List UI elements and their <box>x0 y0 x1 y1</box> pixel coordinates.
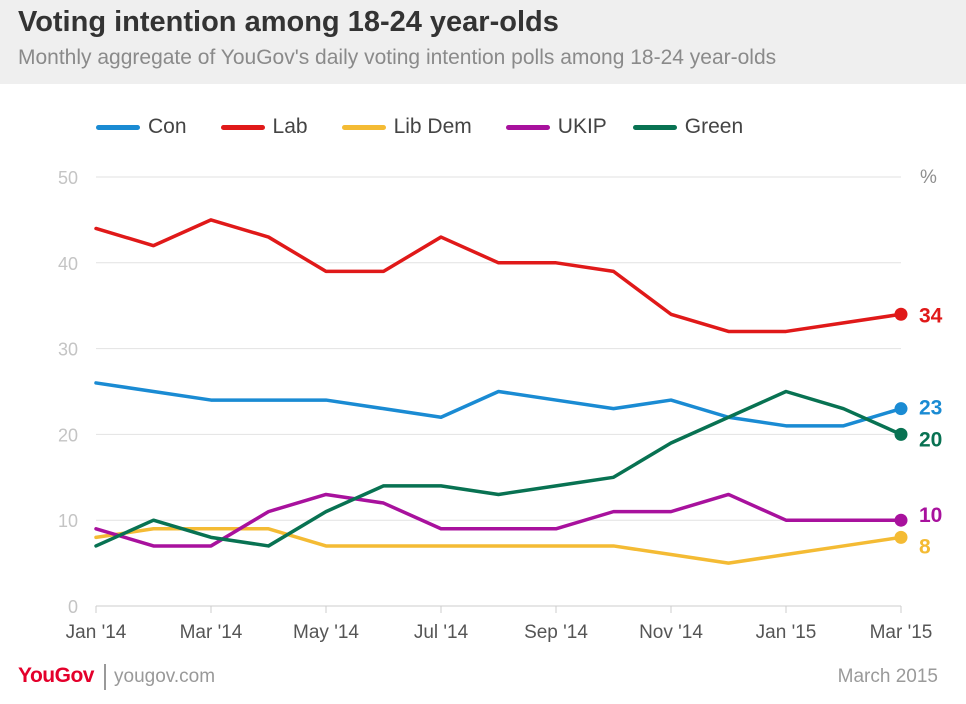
series-line-lab <box>94 218 903 334</box>
y-tick-label: 50 <box>58 168 78 188</box>
series-end-label-lab: 34 <box>919 304 943 327</box>
series-end-label-lib-dem: 8 <box>919 535 931 558</box>
y-tick-label: 10 <box>58 511 78 531</box>
legend-item-con: Con <box>96 115 187 139</box>
legend-swatch <box>505 124 550 130</box>
series-line-green <box>94 389 903 548</box>
series-endpoint-ukip <box>894 513 908 527</box>
legend-swatch <box>220 124 265 130</box>
series-endpoint-green <box>894 427 908 441</box>
legend-swatch <box>341 124 386 130</box>
x-tick-label: Mar '14 <box>180 622 243 643</box>
series-endpoint-lib-dem <box>894 530 908 544</box>
x-tick-label: Jul '14 <box>414 622 469 643</box>
chart-legend: Con Lab Lib Dem UKIP Green <box>96 112 777 142</box>
legend-label: Green <box>684 115 744 138</box>
series-line-lib-dem <box>94 527 903 565</box>
legend-item-lib-dem: Lib Dem <box>341 115 472 139</box>
y-tick-label: 0 <box>68 597 78 617</box>
legend-label: Lab <box>272 115 308 138</box>
chart-header: Voting intention among 18-24 year-olds M… <box>0 0 966 84</box>
x-tick-label: Nov '14 <box>639 622 703 643</box>
x-tick-label: Jan '15 <box>756 622 817 643</box>
series-endpoint-lab <box>894 307 908 321</box>
x-tick-label: Mar '15 <box>870 622 933 643</box>
legend-item-lab: Lab <box>220 115 308 139</box>
footer-date: March 2015 <box>837 666 938 687</box>
series-line-ukip <box>94 492 903 548</box>
legend-swatch <box>632 124 677 130</box>
legend-item-ukip: UKIP <box>505 115 607 139</box>
x-tick-label: May '14 <box>293 622 359 643</box>
y-tick-label: 40 <box>58 254 78 274</box>
footer-separator <box>104 664 106 690</box>
legend-label: Lib Dem <box>393 115 472 138</box>
legend-label: Con <box>148 115 187 138</box>
legend-swatch <box>96 124 140 130</box>
chart-subtitle: Monthly aggregate of YouGov's daily voti… <box>18 46 777 69</box>
x-tick-label: Jan '14 <box>66 622 127 643</box>
yougov-logo: YouGov <box>18 664 94 687</box>
series-endpoint-con <box>894 402 908 416</box>
footer-url: yougov.com <box>114 666 216 687</box>
y-axis-unit-label: % <box>920 167 937 188</box>
legend-label: UKIP <box>557 115 607 138</box>
y-tick-label: 30 <box>58 340 78 360</box>
series-end-label-con: 23 <box>919 397 942 420</box>
x-tick-label: Sep '14 <box>524 622 588 643</box>
y-tick-label: 20 <box>58 425 78 445</box>
chart-title: Voting intention among 18-24 year-olds <box>18 6 559 38</box>
legend-item-green: Green <box>632 115 744 139</box>
series-end-label-ukip: 10 <box>919 504 942 527</box>
series-line-con <box>94 381 903 428</box>
series-end-label-green: 20 <box>919 428 942 451</box>
